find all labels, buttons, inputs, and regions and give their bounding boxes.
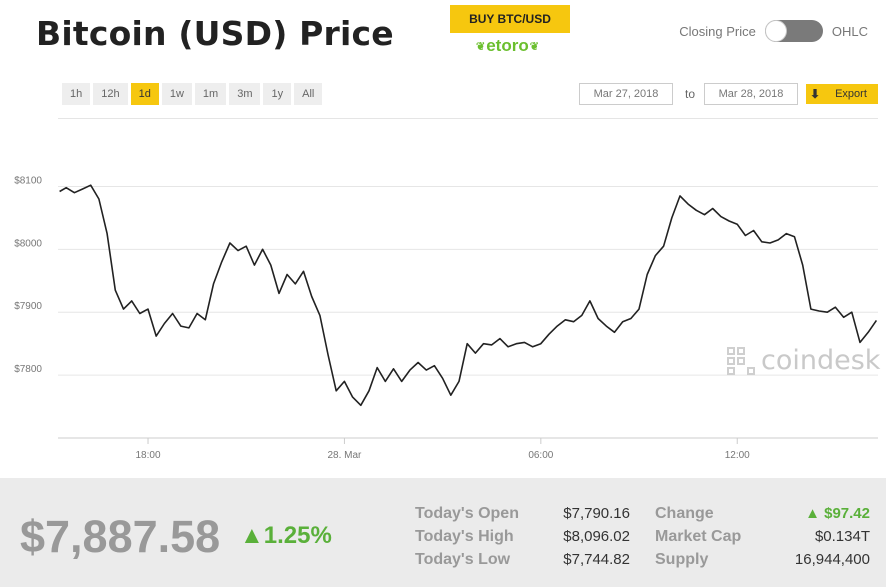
supply-value: 16,944,400 — [794, 551, 870, 568]
leaf-icon: ❦ — [476, 40, 486, 53]
current-price: $7,887.58 — [20, 511, 221, 562]
todays-open-label: Today's Open — [415, 505, 519, 522]
download-arrow-icon: ⬇ — [809, 87, 821, 101]
etoro-wordmark: etoro — [486, 36, 529, 55]
todays-low-label: Today's Low — [415, 551, 511, 568]
closing-price-label: Closing Price — [679, 23, 756, 39]
change-label: Change — [655, 505, 714, 522]
todays-low-value: $7,744.82 — [563, 551, 630, 568]
x-tick-label: 06:00 — [528, 450, 553, 461]
change-value: ▲ $97.42 — [805, 505, 870, 522]
price-mode-toggle-group: Closing Price OHLC — [679, 20, 868, 42]
price-chart[interactable]: $8100 $8000 $7900 $7800 18:00 28. Mar 06:00 12:… — [0, 150, 886, 470]
range-1w[interactable]: 1w — [161, 83, 192, 105]
leaf-icon: ❦ — [529, 40, 539, 53]
x-tick-label: 12:00 — [725, 450, 750, 461]
export-button[interactable]: ⬇ Export — [806, 84, 878, 104]
supply-label: Supply — [655, 551, 709, 568]
toggle-knob[interactable] — [764, 20, 787, 42]
date-range-to-label: to — [685, 87, 696, 101]
buy-btc-button[interactable]: BUY BTC/USD — [450, 5, 570, 33]
end-date-input[interactable]: Mar 28, 2018 — [704, 83, 798, 105]
price-series-line[interactable] — [59, 184, 878, 407]
range-1y[interactable]: 1y — [263, 83, 292, 105]
x-tick-label: 18:00 — [136, 450, 161, 461]
chart-top-divider — [58, 118, 878, 119]
y-tick-label: $8100 — [14, 175, 42, 186]
market-cap-value: $0.134T — [814, 528, 870, 545]
ohlc-label: OHLC — [831, 23, 868, 39]
price-mode-toggle[interactable] — [764, 20, 823, 42]
range-all[interactable]: All — [294, 83, 323, 105]
y-tick-label: $8000 — [14, 238, 42, 249]
y-tick-label: $7900 — [14, 301, 42, 312]
summary-panel — [0, 478, 886, 587]
market-cap-label: Market Cap — [655, 528, 742, 545]
range-3m[interactable]: 3m — [229, 83, 261, 105]
coindesk-watermark: coindesk — [727, 345, 880, 376]
range-12h[interactable]: 12h — [93, 83, 128, 105]
todays-high-label: Today's High — [415, 528, 514, 545]
range-1m[interactable]: 1m — [194, 83, 227, 105]
etoro-logo[interactable]: ❦ etoro ❦ — [476, 36, 539, 56]
range-1h[interactable]: 1h — [62, 83, 91, 105]
page-title: Bitcoin (USD) Price — [36, 14, 394, 53]
todays-high-value: $8,096.02 — [563, 528, 630, 545]
time-range-selector: 1h 12h 1d 1w 1m 3m 1y All — [62, 83, 323, 105]
todays-open-value: $7,790.16 — [563, 505, 630, 522]
y-tick-label: $7800 — [14, 364, 42, 375]
start-date-input[interactable]: Mar 27, 2018 — [579, 83, 673, 105]
x-tick-label: 28. Mar — [327, 450, 362, 461]
export-label: Export — [835, 88, 867, 100]
range-1d[interactable]: 1d — [130, 83, 159, 105]
coindesk-wordmark: coindesk — [761, 345, 881, 376]
coindesk-logo-icon — [727, 346, 755, 375]
change-percent: ▲1.25% — [240, 522, 332, 549]
